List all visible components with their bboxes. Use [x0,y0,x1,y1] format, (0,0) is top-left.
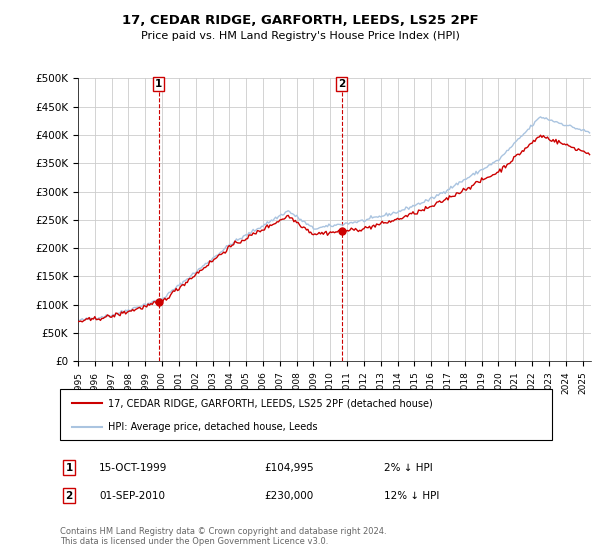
Text: 15-OCT-1999: 15-OCT-1999 [99,463,167,473]
Text: 2% ↓ HPI: 2% ↓ HPI [384,463,433,473]
Text: HPI: Average price, detached house, Leeds: HPI: Average price, detached house, Leed… [108,422,317,432]
Text: Contains HM Land Registry data © Crown copyright and database right 2024.
This d: Contains HM Land Registry data © Crown c… [60,526,386,546]
Text: £104,995: £104,995 [264,463,314,473]
Text: 12% ↓ HPI: 12% ↓ HPI [384,491,439,501]
Text: Price paid vs. HM Land Registry's House Price Index (HPI): Price paid vs. HM Land Registry's House … [140,31,460,41]
Text: 1: 1 [65,463,73,473]
Text: 2: 2 [338,79,345,89]
Text: 17, CEDAR RIDGE, GARFORTH, LEEDS, LS25 2PF: 17, CEDAR RIDGE, GARFORTH, LEEDS, LS25 2… [122,14,478,27]
Text: £230,000: £230,000 [264,491,313,501]
Text: 1: 1 [155,79,162,89]
Text: 2: 2 [65,491,73,501]
Text: 17, CEDAR RIDGE, GARFORTH, LEEDS, LS25 2PF (detached house): 17, CEDAR RIDGE, GARFORTH, LEEDS, LS25 2… [108,398,433,408]
Text: 01-SEP-2010: 01-SEP-2010 [99,491,165,501]
